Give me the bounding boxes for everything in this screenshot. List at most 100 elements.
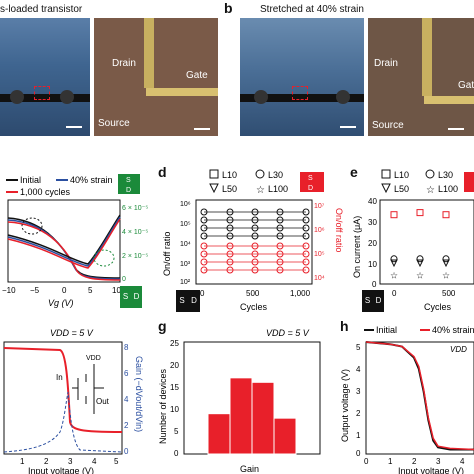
right-tick: 8	[124, 343, 129, 352]
x-axis-label: Vg (V)	[48, 298, 74, 308]
right-tick: 0	[124, 447, 129, 456]
circuit-vdd: VDD	[86, 355, 101, 362]
y-tick-right: 10⁵	[314, 251, 325, 258]
circuit-out: Out	[96, 397, 110, 406]
curve-strain-lin	[7, 216, 121, 267]
data-point	[416, 255, 424, 263]
y-tick: 10²	[180, 279, 191, 286]
annotation-circle-right	[93, 249, 115, 267]
y-tick: 25	[170, 339, 179, 348]
circuit-in: In	[56, 373, 63, 382]
data-point	[276, 242, 284, 250]
scale-bar	[340, 126, 356, 128]
sd-badge-top	[118, 174, 140, 194]
device-contact	[60, 90, 74, 104]
data-point	[276, 232, 284, 240]
data-point	[302, 258, 310, 266]
data-point	[276, 266, 284, 274]
legend-l30-marker	[255, 169, 265, 179]
panel-a-title: s-loaded transistor	[0, 4, 83, 15]
x-axis-label: Cycles	[424, 302, 452, 312]
series-markers-black	[204, 211, 306, 237]
y-tick: 10	[368, 260, 377, 269]
data-point	[276, 250, 284, 258]
panel-g-letter: g	[158, 318, 167, 334]
sd-badge-d: D	[308, 185, 313, 192]
right-tick: 4 × 10⁻⁵	[122, 229, 148, 236]
sd-badge-s: S	[308, 175, 313, 182]
data-point	[442, 211, 450, 219]
y-tick: 30	[368, 218, 377, 227]
data-point	[226, 208, 234, 216]
data-point	[226, 266, 234, 274]
y-tick: 5	[174, 427, 179, 436]
legend-l10: L10	[222, 170, 237, 180]
transfer-curve	[3, 347, 123, 433]
legend-l30-marker	[425, 169, 435, 179]
gate-label: Gate	[186, 70, 208, 81]
sd-badge-top	[300, 172, 324, 192]
sd-d: D	[133, 292, 140, 301]
y-tick: 1	[356, 431, 361, 440]
x-tick: 500	[246, 289, 260, 298]
histogram-bar	[273, 417, 297, 455]
y-tick: 40	[368, 197, 377, 206]
series-markers-red	[204, 245, 306, 271]
x-tick: 1	[20, 457, 25, 466]
data-point	[226, 224, 234, 232]
data-point	[416, 209, 424, 217]
legend-l50: L50	[222, 184, 237, 194]
sd-badge-d: D	[126, 187, 131, 194]
data-point	[200, 250, 208, 258]
scale-bar	[448, 128, 464, 130]
data-point	[200, 232, 208, 240]
x-tick: 0	[62, 286, 67, 295]
data-point	[251, 216, 259, 224]
device-contact	[10, 90, 24, 104]
sd-d: D	[375, 296, 382, 305]
histogram-bar	[229, 377, 253, 455]
source-label: Source	[372, 120, 404, 131]
x-tick: 4	[460, 457, 465, 466]
gain-curve	[3, 391, 123, 453]
curve-cycles-lin	[7, 218, 121, 269]
drain-label: Drain	[374, 58, 398, 69]
panel-g-chart: VDD = 5 V Number of devices 25 20 15 10 …	[158, 328, 321, 474]
data-point: ☆	[416, 271, 424, 281]
x-tick: 0	[392, 289, 397, 298]
panel-b-micrograph: Drain Gat Source	[368, 18, 474, 136]
x-tick: 4	[92, 457, 97, 466]
data-point	[390, 255, 398, 263]
sd-d: D	[191, 296, 197, 305]
x-tick: 5	[88, 286, 93, 295]
data-point	[251, 224, 259, 232]
y-tick: 0	[356, 449, 361, 458]
electrode-gate	[146, 88, 218, 96]
y-tick-right: 10⁶	[314, 227, 325, 234]
legend-strain: 40% strain	[70, 175, 113, 185]
data-point	[251, 232, 259, 240]
y-tick: 5	[356, 343, 361, 352]
y-axis-label-right: Gain (−dVout/dVin)	[134, 356, 144, 432]
data-point	[200, 266, 208, 274]
x-tick: 2	[412, 457, 417, 466]
data-point	[442, 259, 450, 268]
data-point	[200, 258, 208, 266]
scale-bar	[66, 126, 82, 128]
data-point	[302, 250, 310, 258]
inverter-circuit	[72, 364, 104, 414]
legend-l50: L50	[394, 184, 409, 194]
right-tick: 2 × 10⁻⁵	[122, 253, 148, 260]
device-contact	[254, 90, 268, 104]
legend-l50-marker	[381, 183, 391, 194]
annotation-circle-left	[21, 217, 43, 235]
device-wire	[0, 94, 90, 102]
y-tick: 10⁵	[180, 221, 191, 228]
y-tick: 2	[356, 409, 361, 418]
y-tick: 20	[170, 361, 179, 370]
x-tick: 2	[44, 457, 49, 466]
right-tick: 6 × 10⁻⁵	[122, 205, 148, 212]
data-point	[226, 232, 234, 240]
data-point	[226, 258, 234, 266]
plot-frame	[195, 199, 313, 285]
